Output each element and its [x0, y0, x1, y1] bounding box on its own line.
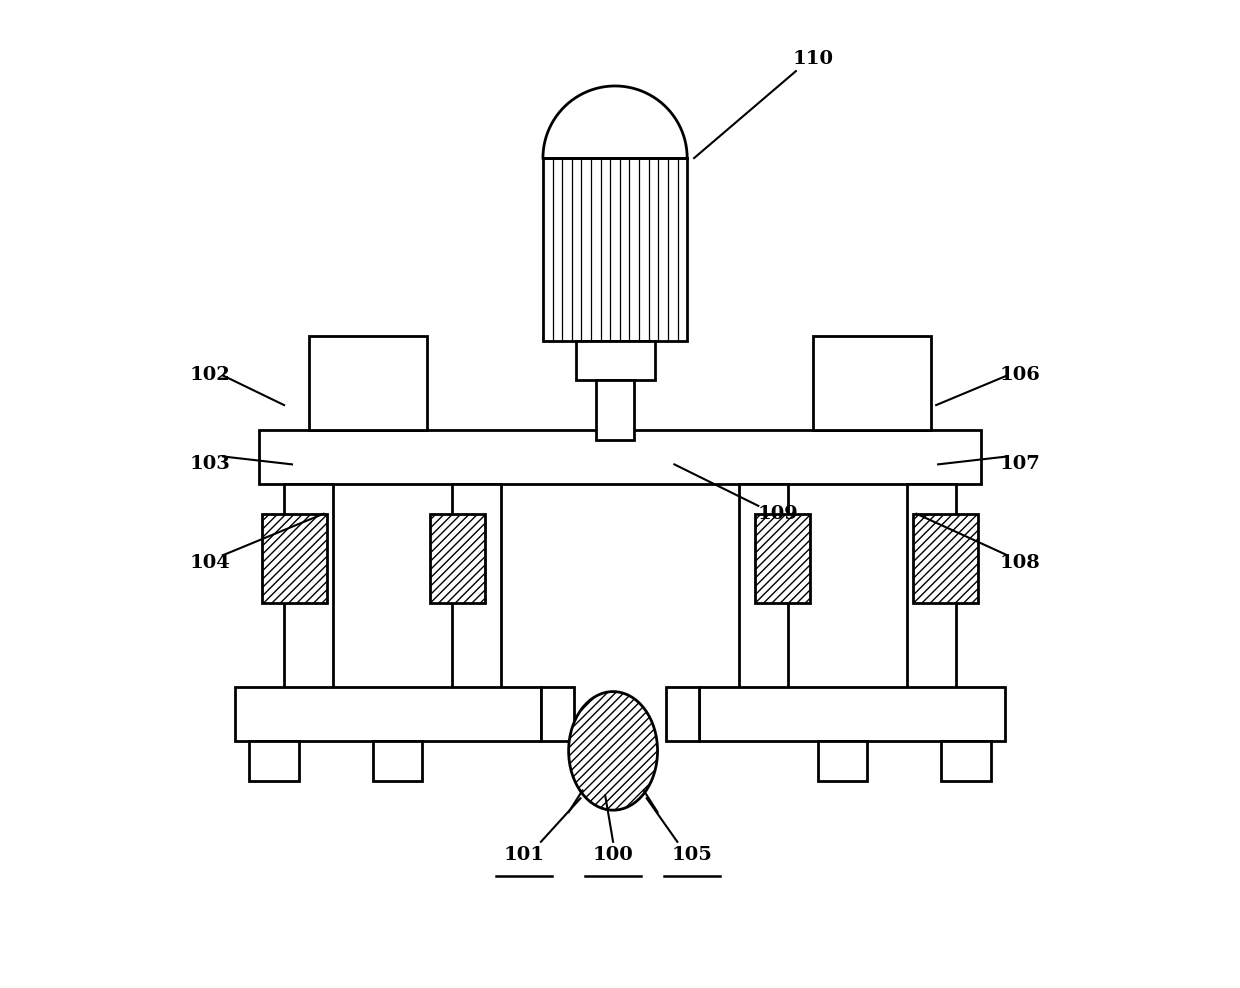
Bar: [430, 514, 485, 603]
Bar: [541, 687, 574, 741]
Text: 100: 100: [593, 846, 634, 864]
Text: 104: 104: [190, 554, 231, 572]
Bar: [739, 484, 787, 721]
Bar: [914, 514, 977, 603]
Bar: [453, 484, 501, 721]
Text: 103: 103: [190, 455, 231, 473]
Bar: [234, 687, 541, 741]
Bar: [666, 687, 699, 741]
Bar: [309, 336, 428, 430]
Text: 102: 102: [190, 367, 231, 384]
Text: 110: 110: [792, 50, 833, 68]
Bar: [543, 158, 687, 341]
Bar: [596, 380, 634, 440]
Ellipse shape: [569, 692, 657, 810]
Bar: [263, 514, 326, 603]
Text: 108: 108: [999, 554, 1040, 572]
Bar: [817, 741, 867, 781]
Bar: [284, 484, 334, 721]
Bar: [941, 741, 991, 781]
Bar: [373, 741, 423, 781]
Text: 107: 107: [999, 455, 1040, 473]
Bar: [755, 514, 810, 603]
Bar: [575, 341, 655, 380]
Bar: [259, 430, 981, 484]
Text: 106: 106: [999, 367, 1040, 384]
Text: 101: 101: [503, 846, 544, 864]
Bar: [812, 336, 931, 430]
Text: 109: 109: [758, 505, 799, 523]
Text: 105: 105: [672, 846, 713, 864]
Bar: [249, 741, 299, 781]
Bar: [906, 484, 956, 721]
Bar: [699, 687, 1006, 741]
